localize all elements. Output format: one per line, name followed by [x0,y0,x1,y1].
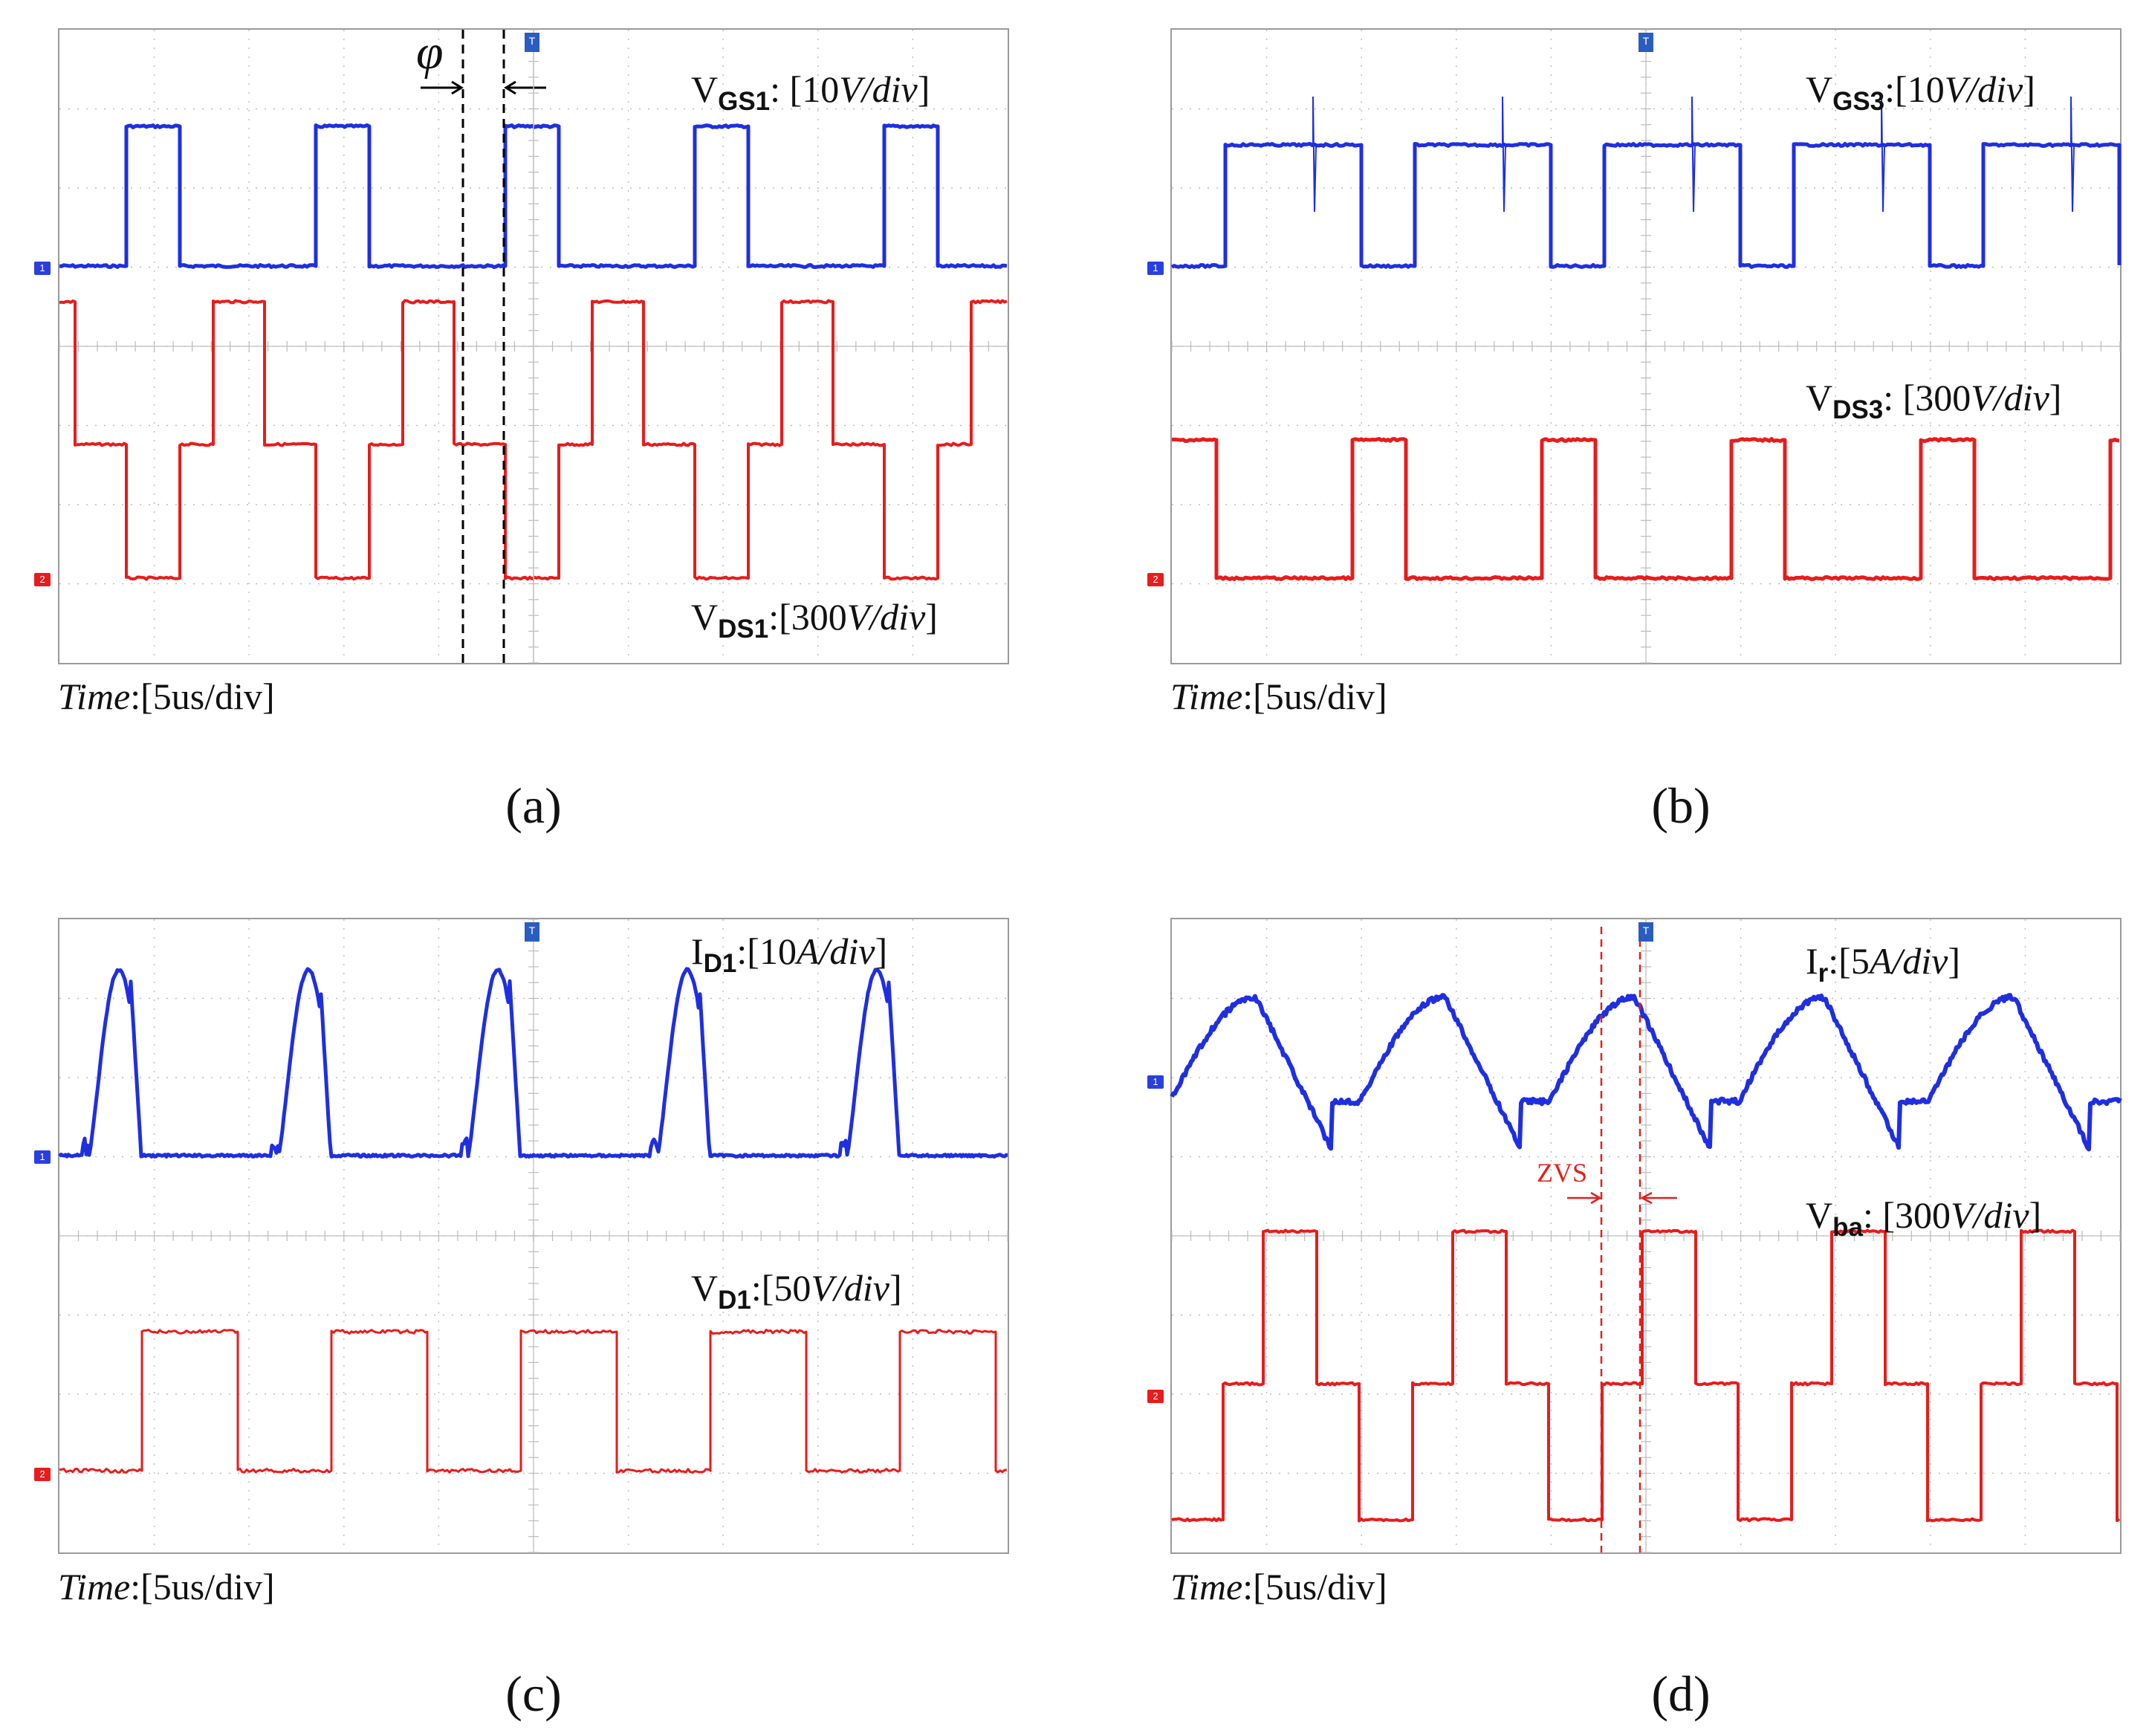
timebase-label-d: Time:[5us/div] [1170,1568,1387,1605]
panel-caption-a: (a) [459,780,608,831]
channel-marker-icon: 2 [34,1468,51,1481]
channel-label-vds3: VDS3: [300V/div] [1806,379,2061,416]
channel-label-vba: Vba: [300V/div] [1806,1196,2041,1234]
channel-label-vgs1: VGS1: [10V/div] [691,71,930,108]
switching-spike [1692,97,1695,212]
scope-panel-d [1170,918,2122,1554]
phase-arrow-left-icon [506,82,546,94]
scope-panel-b [1170,28,2122,664]
channel-label-ir: Ir:[5A/div] [1806,942,1960,979]
timebase-label-a: Time:[5us/div] [58,678,275,715]
zvs-arrow-right-icon [1567,1193,1600,1203]
scope-plot-b [1172,30,2120,663]
scope-plot-a [59,30,1008,663]
panel-caption-d: (d) [1607,1668,1755,1719]
panel-caption-b: (b) [1607,780,1755,831]
zvs-annotation-label: ZVS [1537,1159,1587,1186]
channel-marker-icon: 2 [34,573,51,586]
phase-arrow-right-icon [421,82,461,94]
phase-shift-symbol: φ [416,28,444,77]
channel-label-vds1: VDS1:[300V/div] [691,598,938,635]
scope-panel-c [58,918,1009,1554]
trigger-marker-icon: T [525,33,539,52]
channel-marker-icon: 1 [1147,1075,1164,1089]
channel-marker-icon: 2 [1147,1390,1164,1403]
trigger-marker-icon: T [525,922,539,942]
channel-label-id1: ID1:[10A/div] [691,933,887,970]
switching-spike [1313,97,1316,212]
scope-plot-c [59,919,1008,1552]
channel-marker-icon: 1 [34,1150,51,1164]
channel-label-vgs3: VGS3:[10V/div] [1806,71,2035,108]
scope-panel-a [58,28,1009,664]
trigger-marker-icon: T [1639,33,1653,52]
switching-spike [1503,97,1505,212]
channel-marker-icon: 2 [1147,573,1164,586]
channel-label-vd1: VD1:[50V/div] [691,1269,902,1306]
zvs-arrow-left-icon [1642,1193,1677,1203]
channel-marker-icon: 1 [1147,262,1164,275]
timebase-label-b: Time:[5us/div] [1170,678,1387,715]
trigger-marker-icon: T [1639,922,1653,942]
scope-plot-d [1172,919,2120,1552]
panel-caption-c: (c) [459,1668,608,1719]
timebase-label-c: Time:[5us/div] [58,1568,275,1605]
switching-spike [2071,97,2074,212]
channel-marker-icon: 1 [34,262,51,275]
